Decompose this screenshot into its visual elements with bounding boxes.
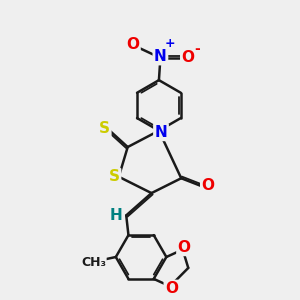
Text: H: H xyxy=(110,208,122,223)
Text: N: N xyxy=(154,49,167,64)
Text: O: O xyxy=(182,50,194,65)
Text: N: N xyxy=(154,125,167,140)
Text: O: O xyxy=(178,240,191,255)
Text: S: S xyxy=(109,169,120,184)
Text: O: O xyxy=(202,178,214,193)
Text: S: S xyxy=(99,121,110,136)
Text: +: + xyxy=(165,38,175,50)
Text: O: O xyxy=(165,281,178,296)
Text: -: - xyxy=(194,41,200,56)
Text: O: O xyxy=(126,37,139,52)
Text: CH₃: CH₃ xyxy=(81,256,106,269)
